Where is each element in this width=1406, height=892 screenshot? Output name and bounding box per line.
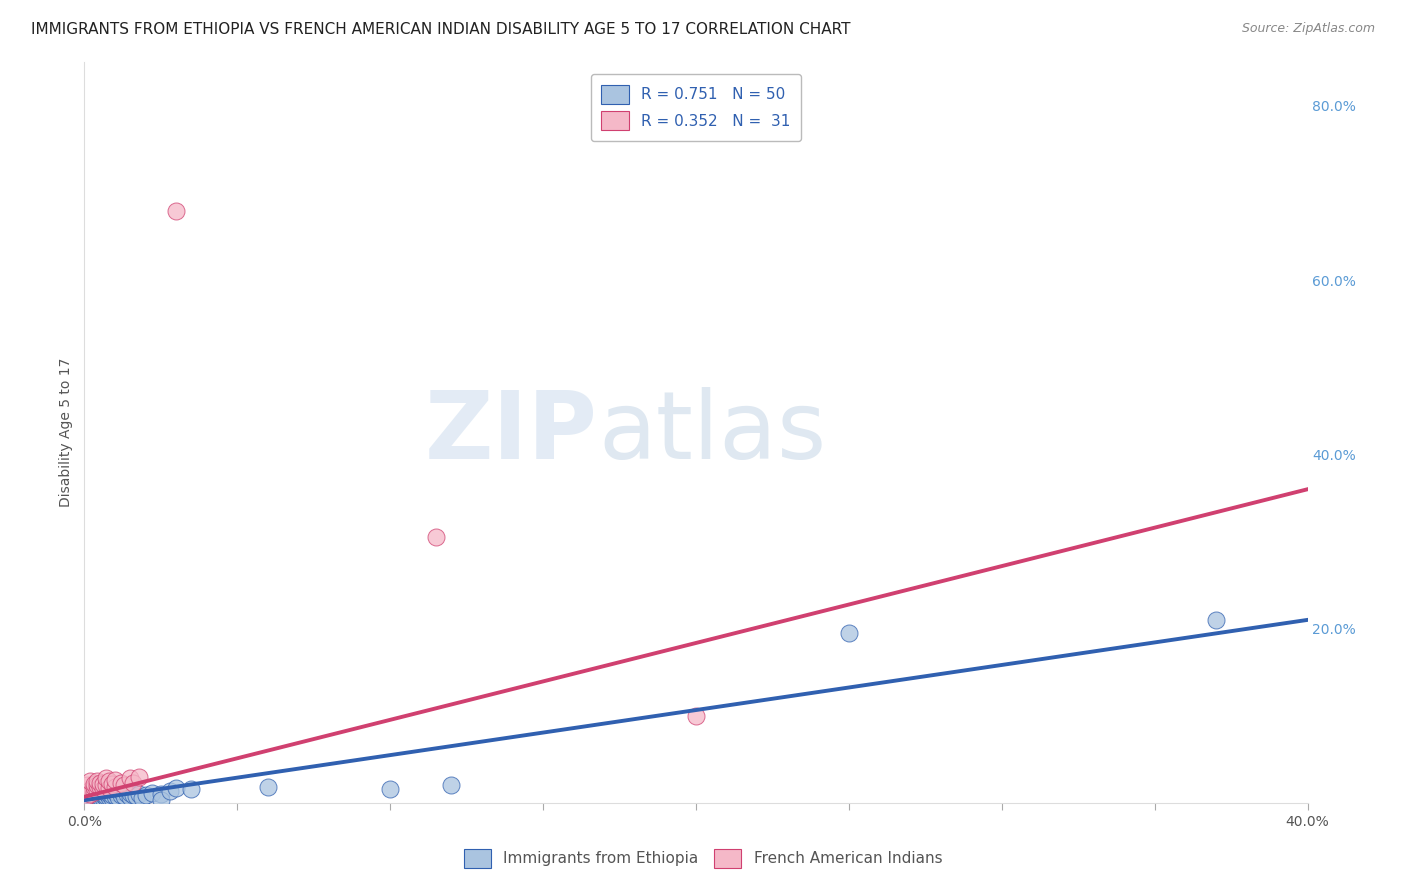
Point xyxy=(101,788,124,802)
Point xyxy=(83,780,105,794)
Point xyxy=(120,772,142,786)
Point xyxy=(107,789,129,804)
Point xyxy=(97,774,120,789)
Point xyxy=(165,203,187,218)
Point xyxy=(94,778,117,792)
Point xyxy=(97,780,120,795)
Point xyxy=(159,784,181,798)
Point xyxy=(122,776,145,790)
Point xyxy=(89,787,111,801)
Point xyxy=(79,774,101,789)
Point xyxy=(76,785,98,799)
Point xyxy=(104,780,127,794)
Point xyxy=(89,784,111,798)
Point xyxy=(425,530,447,544)
Point xyxy=(112,789,135,803)
Point xyxy=(94,789,117,803)
Point xyxy=(180,781,202,796)
Point xyxy=(91,788,114,802)
Point xyxy=(89,780,111,794)
Point xyxy=(79,789,101,804)
Point xyxy=(83,793,105,807)
Text: Source: ZipAtlas.com: Source: ZipAtlas.com xyxy=(1241,22,1375,36)
Point xyxy=(104,773,127,788)
Point xyxy=(104,789,127,803)
Point xyxy=(91,790,114,805)
Point xyxy=(110,784,132,798)
Text: IMMIGRANTS FROM ETHIOPIA VS FRENCH AMERICAN INDIAN DISABILITY AGE 5 TO 17 CORREL: IMMIGRANTS FROM ETHIOPIA VS FRENCH AMERI… xyxy=(31,22,851,37)
Point xyxy=(97,787,120,801)
Point xyxy=(86,789,108,803)
Point xyxy=(94,772,117,786)
Point xyxy=(83,785,105,799)
Point xyxy=(380,781,402,796)
Point xyxy=(141,786,163,800)
Point xyxy=(79,792,101,806)
Point xyxy=(125,789,148,803)
Point xyxy=(76,778,98,792)
Point xyxy=(83,788,105,802)
Point xyxy=(149,787,172,801)
Point xyxy=(115,787,138,801)
Point xyxy=(89,776,111,790)
Point xyxy=(86,791,108,805)
Point xyxy=(76,789,98,803)
Point xyxy=(1205,613,1227,627)
Legend: R = 0.751   N = 50, R = 0.352   N =  31: R = 0.751 N = 50, R = 0.352 N = 31 xyxy=(591,74,801,141)
Point xyxy=(79,787,101,801)
Point xyxy=(76,789,98,803)
Point xyxy=(86,778,108,792)
Point xyxy=(104,785,127,799)
Point xyxy=(110,776,132,790)
Text: atlas: atlas xyxy=(598,386,827,479)
Point xyxy=(86,786,108,800)
Point xyxy=(112,778,135,792)
Point xyxy=(128,770,150,784)
Point xyxy=(79,787,101,801)
Point xyxy=(89,789,111,804)
Point xyxy=(79,782,101,797)
Point xyxy=(165,780,187,795)
Legend: Immigrants from Ethiopia, French American Indians: Immigrants from Ethiopia, French America… xyxy=(457,843,949,873)
Point xyxy=(110,788,132,802)
Point xyxy=(128,787,150,801)
Point xyxy=(91,777,114,791)
Point xyxy=(101,790,124,805)
Point xyxy=(685,708,707,723)
Text: ZIP: ZIP xyxy=(425,386,598,479)
Point xyxy=(83,790,105,805)
Point xyxy=(838,626,860,640)
Point xyxy=(91,781,114,796)
Point xyxy=(120,786,142,800)
Point xyxy=(120,789,142,804)
Point xyxy=(89,792,111,806)
Point xyxy=(83,785,105,799)
Y-axis label: Disability Age 5 to 17: Disability Age 5 to 17 xyxy=(59,358,73,508)
Point xyxy=(97,789,120,804)
Point xyxy=(440,778,463,792)
Point xyxy=(122,788,145,802)
Point xyxy=(131,790,153,805)
Point xyxy=(101,777,124,791)
Point xyxy=(83,777,105,791)
Point xyxy=(257,780,280,794)
Point xyxy=(76,791,98,805)
Point xyxy=(86,774,108,789)
Point xyxy=(94,791,117,805)
Point xyxy=(149,793,172,807)
Point xyxy=(135,788,157,802)
Point xyxy=(94,786,117,800)
Point xyxy=(86,782,108,797)
